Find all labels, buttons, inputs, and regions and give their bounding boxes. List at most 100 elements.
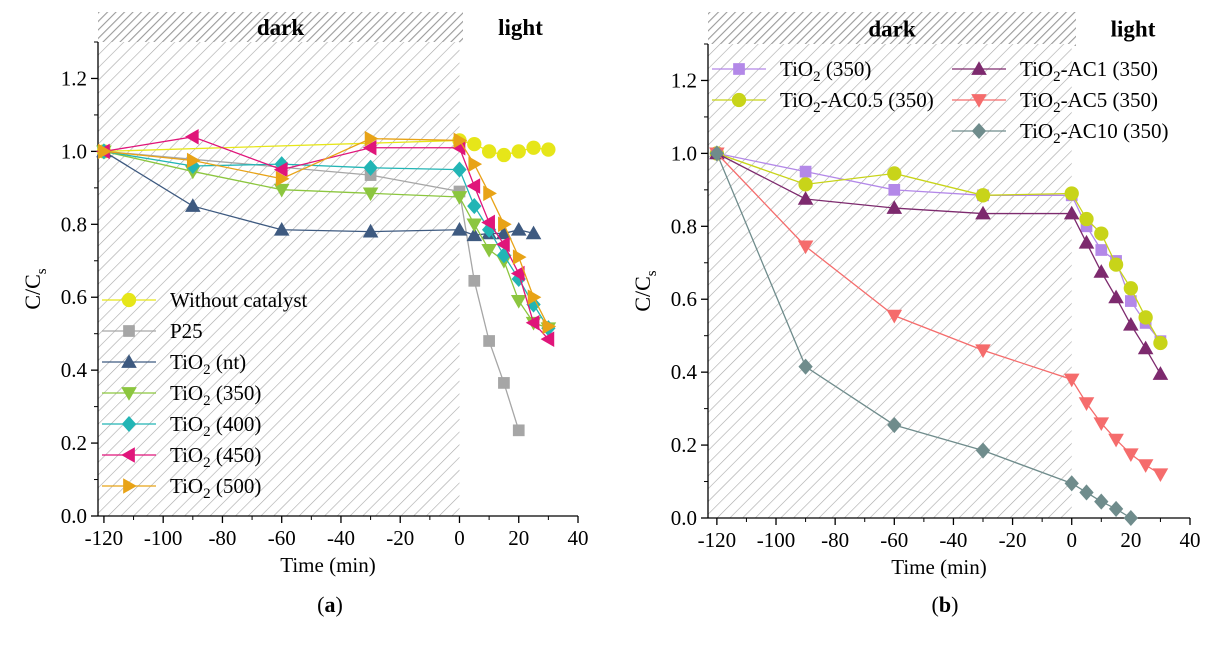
data-point-tio2-500 [468, 156, 483, 172]
legend-entry-tio2-ac10-350: TiO2-AC10 (350) [952, 119, 1169, 147]
y-tick-label: 0.8 [671, 214, 697, 238]
legend-entry-tio2-450: TiO2 (450) [102, 443, 261, 471]
data-point-tio2-ac0-5-350 [1094, 226, 1109, 241]
panel-b: dark light 0.0 0.2 0.4 0.6 0.8 1.0 1.2 -120 -100 -8… [630, 12, 1201, 617]
dark-band-label: dark [868, 16, 916, 41]
legend-entry-tio2-ac1-350: TiO2-AC1 (350) [952, 57, 1158, 85]
legend-marker [733, 63, 745, 75]
data-point-tio2-nt [510, 221, 527, 236]
data-point-tio2-ac1-350 [886, 200, 903, 214]
data-point-tio2-ac5-350 [1108, 433, 1124, 448]
data-point-tio2-350 [888, 183, 901, 196]
x-tick-label: 20 [508, 526, 529, 550]
legend-marker [121, 415, 137, 433]
x-tick-label: -100 [144, 526, 183, 550]
data-point-tio2-400 [452, 161, 467, 178]
series-tio2-500 [98, 130, 557, 335]
x-tick-label: -120 [698, 528, 737, 552]
panel-label: (b) [932, 592, 959, 617]
legend-entry-tio2-400: TiO2 (400) [102, 412, 261, 440]
data-point-tio2-ac0-5-350 [975, 188, 991, 203]
series-tio2-ac10-350 [709, 145, 1139, 527]
y-axis-label: C/Cs [20, 268, 50, 309]
y-tick-label: 0.4 [671, 360, 698, 384]
x-tick-label: -20 [386, 526, 414, 550]
data-point-tio2-350 [481, 243, 497, 258]
data-point-tio2-450 [481, 214, 495, 231]
light-band-label: light [498, 15, 543, 40]
legend-marker [971, 61, 987, 75]
data-point-tio2-ac1-350 [1152, 366, 1169, 380]
series-tio2-350 [96, 145, 557, 337]
y-tick-label: 0.6 [671, 287, 697, 311]
x-tick-label: 0 [1066, 528, 1077, 552]
x-tick-label: -60 [268, 526, 296, 550]
x-tick-label: 0 [454, 526, 465, 550]
legend-marker [121, 447, 135, 463]
data-point-tio2-350 [1095, 244, 1108, 256]
data-point-p25 [468, 274, 481, 287]
legend-label: TiO2-AC10 (350) [1020, 119, 1169, 147]
data-point-tio2-400 [185, 157, 200, 175]
data-point-tio2-ac5-350 [1123, 448, 1139, 462]
data-point-tio2-500 [498, 216, 512, 233]
data-point-tio2-nt [525, 225, 542, 240]
legend-marker [121, 354, 137, 368]
y-tick-label: 0.4 [61, 358, 88, 382]
dark-band [98, 12, 463, 44]
data-point-tio2-350 [1080, 220, 1093, 233]
data-point-tio2-ac1-350 [1123, 316, 1139, 331]
dark-region [708, 44, 1072, 518]
data-point-tio2-ac10-350 [975, 442, 991, 459]
x-tick-label: -120 [85, 526, 124, 550]
legend-label: TiO2-AC0.5 (350) [780, 88, 934, 116]
legend: TiO2 (350) TiO2-AC0.5 (350) TiO2-AC1 (350)… [712, 57, 1169, 147]
y-tick-label: 0.2 [61, 431, 87, 455]
legend-label: TiO2-AC1 (350) [1020, 57, 1158, 85]
data-point-tio2-450 [466, 178, 481, 194]
data-point-tio2-ac1-350 [797, 191, 814, 205]
x-tick-label: -80 [208, 526, 236, 550]
data-point-tio2-ac5-350 [1063, 373, 1080, 388]
data-point-tio2-ac5-350 [1093, 417, 1110, 431]
data-point-without-catalyst [541, 142, 556, 157]
y-tick-label: 1.0 [61, 139, 87, 163]
data-point-tio2-ac10-350 [1094, 493, 1109, 510]
data-point-tio2-ac10-350 [1123, 509, 1139, 527]
legend-entry-without-catalyst: Without catalyst [102, 288, 308, 312]
legend-entry-tio2-ac5-350: TiO2-AC5 (350) [952, 88, 1158, 116]
data-point-tio2-nt [451, 221, 468, 236]
data-point-tio2-ac1-350 [1078, 234, 1095, 249]
data-point-tio2-nt [185, 198, 201, 212]
series-tio2-ac0-5-350 [709, 146, 1168, 351]
legend-label: TiO2 (nt) [170, 350, 246, 378]
data-point-tio2-450 [525, 314, 540, 331]
data-point-tio2-500 [483, 185, 497, 202]
x-tick-label: -60 [880, 528, 908, 552]
data-point-tio2-450 [510, 265, 525, 282]
data-point-tio2-ac10-350 [1064, 475, 1079, 492]
x-tick-label: 20 [1120, 528, 1141, 552]
data-point-tio2-ac1-350 [1137, 340, 1154, 355]
dark-band-label: dark [257, 15, 305, 40]
data-point-tio2-ac10-350 [709, 145, 725, 162]
x-tick-label: -40 [939, 528, 967, 552]
y-axis-label: C/Cs [630, 270, 660, 311]
data-point-tio2-ac10-350 [1079, 484, 1094, 501]
data-point-tio2-ac5-350 [886, 309, 903, 324]
x-axis-label: Time (min) [891, 555, 986, 579]
legend-marker [121, 387, 137, 401]
dark-band [708, 12, 1076, 46]
data-point-tio2-ac0-5-350 [1108, 257, 1124, 272]
y-tick-label: 0.8 [61, 212, 87, 236]
data-point-without-catalyst [526, 140, 541, 155]
data-point-tio2-500 [186, 152, 201, 169]
data-point-tio2-ac1-350 [1063, 205, 1080, 220]
data-point-tio2-ac5-350 [1152, 468, 1169, 483]
data-point-tio2-ac5-350 [1137, 459, 1154, 473]
legend-label: TiO2-AC5 (350) [1020, 88, 1158, 116]
legend-label: Without catalyst [170, 288, 308, 312]
data-point-tio2-500 [453, 132, 468, 149]
series-tio2-450 [96, 129, 555, 347]
